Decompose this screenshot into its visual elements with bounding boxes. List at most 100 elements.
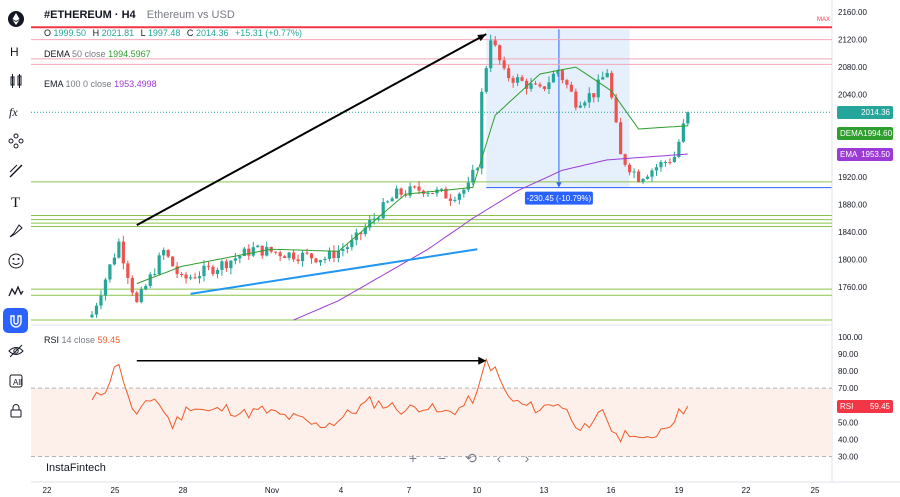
candle-body bbox=[368, 220, 372, 228]
scroll-left-button[interactable]: ‹ bbox=[496, 450, 502, 466]
time-tick-label: 13 bbox=[540, 486, 549, 495]
candle-body bbox=[650, 170, 654, 177]
high-value: 2021.81 bbox=[101, 28, 135, 38]
candle-body bbox=[520, 77, 524, 81]
zoom-in-button[interactable]: + bbox=[408, 450, 418, 466]
rsi-tick-label: 80.00 bbox=[838, 367, 859, 376]
candle-body bbox=[672, 156, 676, 163]
zoom-out-button[interactable]: − bbox=[437, 450, 447, 466]
candle-body bbox=[565, 80, 569, 85]
candle-body bbox=[462, 189, 466, 194]
candle-body bbox=[466, 182, 470, 190]
magnet-icon[interactable] bbox=[3, 308, 28, 333]
candle-body bbox=[556, 70, 560, 74]
rsi-tick-label: 30.00 bbox=[838, 452, 859, 461]
candle-body bbox=[592, 93, 596, 98]
symbol-title[interactable]: #ETHEREUM · H4 bbox=[44, 9, 136, 21]
candle-body bbox=[251, 247, 255, 256]
reset-button[interactable]: ⟲ bbox=[465, 449, 477, 466]
dema-params: 50 close bbox=[72, 49, 106, 59]
measure-box bbox=[486, 29, 630, 188]
price-tag-value: 1953.50 bbox=[861, 150, 890, 160]
candle-body bbox=[457, 193, 461, 200]
price-tick-label: 1840.00 bbox=[838, 228, 867, 237]
candle-body bbox=[345, 247, 349, 250]
indicator-icon[interactable]: H bbox=[3, 38, 28, 63]
emoji-icon[interactable] bbox=[3, 248, 28, 273]
candle-body bbox=[332, 250, 336, 259]
pattern-icon[interactable] bbox=[3, 278, 28, 303]
candle-body bbox=[341, 249, 345, 251]
candle-body bbox=[184, 274, 188, 279]
candle-body bbox=[121, 241, 125, 264]
candle-body bbox=[628, 164, 632, 173]
node-icon[interactable] bbox=[3, 128, 28, 153]
price-tick-label: 2120.00 bbox=[838, 36, 867, 45]
rsi-tick-label: 100.00 bbox=[838, 333, 863, 342]
candle-body bbox=[507, 68, 511, 79]
candle-body bbox=[126, 263, 130, 278]
ema-params: 100 0 close bbox=[65, 79, 112, 89]
lock-icon[interactable] bbox=[3, 398, 28, 423]
candle-body bbox=[430, 193, 435, 195]
svg-text:All: All bbox=[13, 378, 22, 387]
candle-body bbox=[605, 72, 609, 78]
candle-body bbox=[188, 277, 193, 279]
ohlc-row: O 1999.50 H 2021.81 L 1997.48 C 2014.36 … bbox=[44, 28, 302, 38]
time-tick-label: 22 bbox=[43, 486, 52, 495]
candle-body bbox=[314, 258, 318, 263]
dema-legend[interactable]: DEMA 50 close 1994.5967 bbox=[44, 49, 151, 59]
brush-icon[interactable] bbox=[3, 218, 28, 243]
candle-body bbox=[404, 194, 408, 196]
candle-body bbox=[475, 168, 479, 170]
candle-body bbox=[99, 295, 103, 306]
ema-legend[interactable]: EMA 100 0 close 1953.4998 bbox=[44, 79, 157, 89]
trend-tool-icon[interactable] bbox=[3, 158, 28, 183]
time-tick-label: Nov bbox=[265, 486, 279, 495]
candle-body bbox=[471, 169, 475, 183]
price-tag: 2014.36 bbox=[837, 106, 893, 120]
candle-body bbox=[654, 167, 659, 171]
scroll-right-button[interactable]: › bbox=[524, 450, 530, 466]
eye-off-icon[interactable] bbox=[3, 338, 28, 363]
candle-body bbox=[511, 78, 515, 83]
time-tick-label: 7 bbox=[407, 486, 412, 495]
price-tag-value: 1994.60 bbox=[863, 128, 893, 138]
candle-body bbox=[645, 176, 650, 179]
price-tick-label: 1800.00 bbox=[838, 256, 867, 265]
candle-body bbox=[139, 289, 143, 303]
price-tick-label: 2080.00 bbox=[838, 63, 867, 72]
formula-icon[interactable]: fx bbox=[3, 98, 28, 123]
candle-body bbox=[583, 102, 587, 106]
text-tool-icon[interactable]: T bbox=[3, 188, 28, 213]
time-tick-label: 10 bbox=[473, 486, 482, 495]
open-value: 1999.50 bbox=[53, 28, 87, 38]
drawing-layer bbox=[136, 33, 487, 295]
alert-icon[interactable]: All bbox=[3, 368, 28, 393]
candle-body bbox=[516, 77, 520, 83]
candle-body bbox=[659, 162, 663, 168]
candle-body bbox=[171, 256, 175, 267]
dema-name: DEMA bbox=[44, 49, 70, 59]
candle-body bbox=[309, 253, 314, 259]
candle-body bbox=[399, 188, 403, 195]
black-trend-arrow bbox=[136, 33, 487, 227]
price-tick-label: 1880.00 bbox=[838, 201, 867, 210]
measure-label-box bbox=[524, 191, 593, 205]
rsi-params: 14 close bbox=[61, 335, 96, 345]
rsi-tick-label: 50.00 bbox=[838, 418, 859, 427]
candle-body bbox=[574, 91, 578, 108]
candle-body bbox=[108, 264, 112, 280]
candle-body bbox=[484, 68, 488, 92]
axis-layer: 1760.00 1800.00 1840.00 1880.00 1920.00 2040.… bbox=[43, 8, 868, 495]
price-tag-label: EMA bbox=[840, 150, 858, 160]
candle-body bbox=[130, 277, 134, 293]
candle-body bbox=[144, 285, 148, 290]
candle-body bbox=[529, 83, 533, 89]
rsi-legend[interactable]: RSI 14 close 59.45 bbox=[44, 335, 120, 345]
price-tag-label: DEMA bbox=[840, 128, 864, 138]
candle-body bbox=[305, 252, 309, 254]
rsi-layer bbox=[31, 356, 832, 457]
candle-body bbox=[206, 265, 211, 267]
candles-icon[interactable] bbox=[3, 68, 28, 93]
